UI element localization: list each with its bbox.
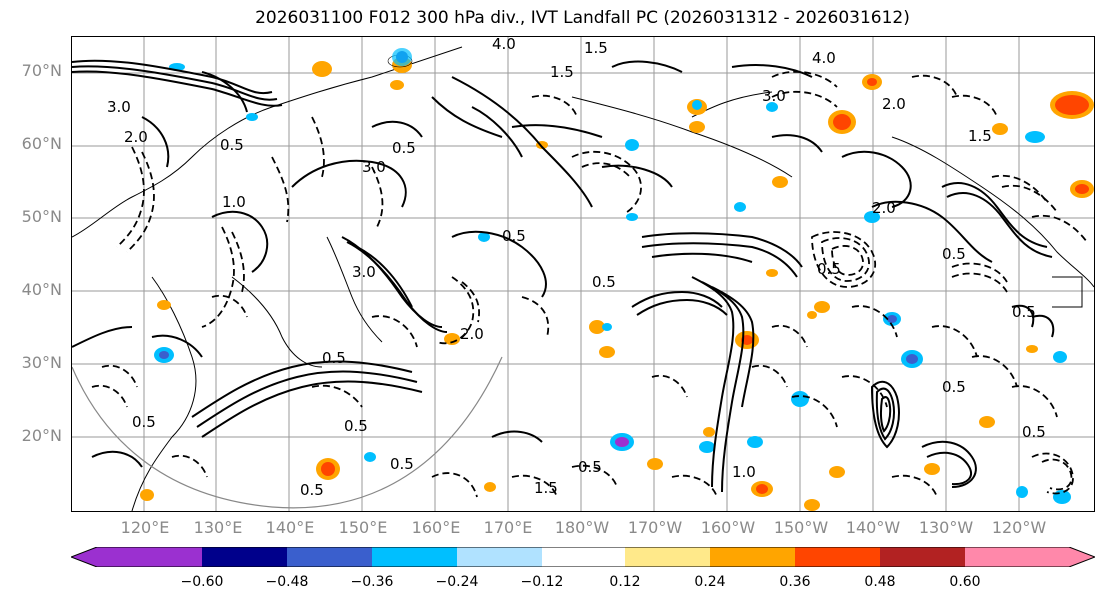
- lon-label-170e: 170°E: [483, 518, 533, 537]
- colorbar-extend-low: [71, 547, 97, 567]
- contour-label: 0.5: [132, 413, 156, 431]
- contour-label: 3.0: [762, 87, 786, 105]
- contour-label: 2.0: [882, 95, 906, 113]
- contour-labels: 4.0 1.5 3.0 2.0 0.5 0.5 3.0 1.5 4.0 2.0 …: [107, 37, 1046, 499]
- colorbar-segment: [97, 547, 202, 567]
- colorbar-tick-label: 0.60: [949, 574, 981, 590]
- contour-label: 0.5: [344, 417, 368, 435]
- map-title: 2026031100 F012 300 hPa div., IVT Landfa…: [255, 8, 910, 28]
- lat-label-70n: 70°N: [21, 61, 62, 80]
- contour-label: 1.0: [222, 193, 246, 211]
- colorbar-segment: [287, 547, 372, 567]
- contour-label: 0.5: [392, 139, 416, 157]
- colorbar-segment: [710, 547, 795, 567]
- colorbar-tick-label: 0.36: [779, 574, 811, 590]
- contour-label: 1.0: [732, 463, 756, 481]
- contour-label: 0.5: [1022, 423, 1046, 441]
- colorbar-segment: [202, 547, 287, 567]
- solid-contours: [72, 59, 1055, 493]
- map-plot: 4.0 1.5 3.0 2.0 0.5 0.5 3.0 1.5 4.0 2.0 …: [72, 37, 1094, 511]
- colorbar-tick-label: −0.12: [520, 574, 564, 590]
- contour-label: 3.0: [362, 158, 386, 176]
- colorbar: [71, 547, 1095, 567]
- colorbar-segment: [625, 547, 710, 567]
- contour-label: 0.5: [942, 245, 966, 263]
- contour-label: 1.5: [584, 39, 608, 57]
- contour-label: 0.5: [300, 481, 324, 499]
- lon-label-120e: 120°E: [120, 518, 170, 537]
- lat-label-30n: 30°N: [21, 353, 62, 372]
- divergence-shading: [140, 48, 1094, 511]
- contour-label: 1.5: [550, 63, 574, 81]
- lon-label-140w: 140°W: [845, 518, 901, 537]
- contour-label: 0.5: [390, 455, 414, 473]
- contour-label: 3.0: [352, 263, 376, 281]
- lon-label-170w: 170°W: [627, 518, 683, 537]
- contour-label: 2.0: [460, 325, 484, 343]
- colorbar-tick-label: 0.24: [694, 574, 726, 590]
- contour-label: 0.5: [502, 227, 526, 245]
- lon-label-120w: 120°W: [991, 518, 1047, 537]
- contour-label: 1.5: [534, 479, 558, 497]
- colorbar-tick-label: 0.12: [609, 574, 641, 590]
- contour-label: 0.5: [322, 349, 346, 367]
- lon-label-160w: 160°W: [700, 518, 756, 537]
- contour-label: 4.0: [492, 37, 516, 53]
- contour-label: 0.5: [578, 458, 602, 476]
- lon-label-180w: 180°W: [554, 518, 610, 537]
- lon-label-150w: 150°W: [773, 518, 829, 537]
- range-ring: [72, 356, 503, 509]
- colorbar-tick-label: −0.60: [180, 574, 224, 590]
- colorbar-segment: [457, 547, 542, 567]
- colorbar-segment: [965, 547, 1069, 567]
- map-panel: 4.0 1.5 3.0 2.0 0.5 0.5 3.0 1.5 4.0 2.0 …: [71, 36, 1095, 512]
- contour-label: 2.0: [124, 128, 148, 146]
- colorbar-tick-label: 0.48: [864, 574, 896, 590]
- colorbar-tick-label: −0.48: [265, 574, 309, 590]
- dashed-contours: [91, 70, 1088, 498]
- contour-label: 3.0: [107, 98, 131, 116]
- contour-label: 0.5: [592, 273, 616, 291]
- contour-label: 0.5: [817, 260, 841, 278]
- contour-label: 4.0: [812, 49, 836, 67]
- colorbar-segment: [795, 547, 880, 567]
- lat-label-50n: 50°N: [21, 207, 62, 226]
- colorbar-tick-label: −0.36: [350, 574, 394, 590]
- lon-label-140e: 140°E: [265, 518, 315, 537]
- lat-label-20n: 20°N: [21, 426, 62, 445]
- graticule: [72, 37, 1094, 511]
- colorbar-tick-label: −0.24: [435, 574, 479, 590]
- lat-label-40n: 40°N: [21, 280, 62, 299]
- contour-label: 0.5: [1012, 303, 1036, 321]
- contour-label: 2.0: [872, 199, 896, 217]
- colorbar-segment: [542, 547, 625, 567]
- colorbar-extend-high: [1069, 547, 1095, 567]
- lon-label-130e: 130°E: [193, 518, 243, 537]
- lon-label-130w: 130°W: [918, 518, 974, 537]
- contour-label: 0.5: [220, 136, 244, 154]
- colorbar-segment: [880, 547, 965, 567]
- lon-label-160e: 160°E: [411, 518, 461, 537]
- contour-label: 0.5: [942, 378, 966, 396]
- colorbar-segment: [372, 547, 457, 567]
- contour-label: 1.5: [968, 127, 992, 145]
- lat-label-60n: 60°N: [21, 134, 62, 153]
- lon-label-150e: 150°E: [338, 518, 388, 537]
